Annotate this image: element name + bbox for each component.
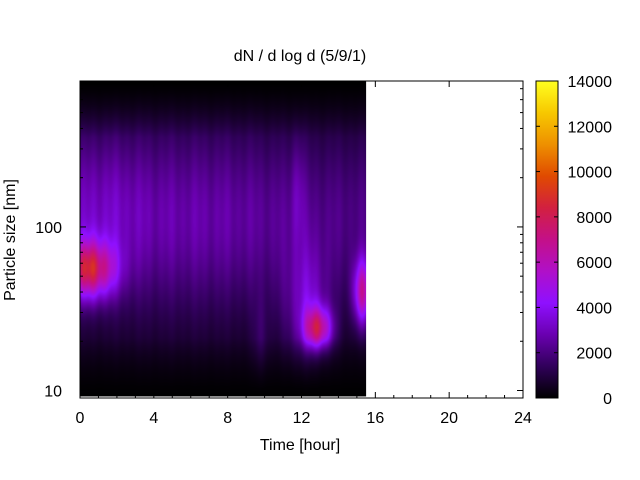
plot-area: 0 4 8 12 16 20 24 10 100 xyxy=(35,80,532,427)
colorbar-tick-label: 10000 xyxy=(568,165,613,182)
colorbar-tick-label: 14000 xyxy=(568,74,613,91)
colorbar-tick-label: 12000 xyxy=(568,119,613,136)
y-axis-label: Particle size [nm] xyxy=(2,179,19,301)
y-tick-label: 10 xyxy=(44,384,62,401)
x-tick-label: 0 xyxy=(76,410,85,427)
heatmap-image xyxy=(80,81,367,397)
x-tick-label: 24 xyxy=(514,410,532,427)
x-axis-label: Time [hour] xyxy=(260,437,340,454)
colorbar-gradient xyxy=(536,81,558,398)
x-tick-label: 16 xyxy=(366,410,384,427)
x-tick-label: 8 xyxy=(223,410,232,427)
colorbar-tick-label: 2000 xyxy=(576,346,612,363)
colorbar-tick-label: 6000 xyxy=(576,255,612,272)
colorbar: 0 2000 4000 6000 8000 10000 12000 14000 xyxy=(535,74,612,408)
colorbar-frame xyxy=(535,80,559,399)
x-tick-label: 4 xyxy=(149,410,158,427)
y-tick-label: 100 xyxy=(35,220,62,237)
colorbar-tick-label: 0 xyxy=(603,391,612,408)
x-tick-label: 20 xyxy=(440,410,458,427)
x-tick-label: 12 xyxy=(293,410,311,427)
chart-title: dN / d log d (5/9/1) xyxy=(234,48,367,65)
colorbar-ticks: 0 2000 4000 6000 8000 10000 12000 14000 xyxy=(536,74,612,408)
plot-frame xyxy=(79,80,524,399)
colorbar-tick-label: 4000 xyxy=(576,300,612,317)
colorbar-tick-label: 8000 xyxy=(576,210,612,227)
